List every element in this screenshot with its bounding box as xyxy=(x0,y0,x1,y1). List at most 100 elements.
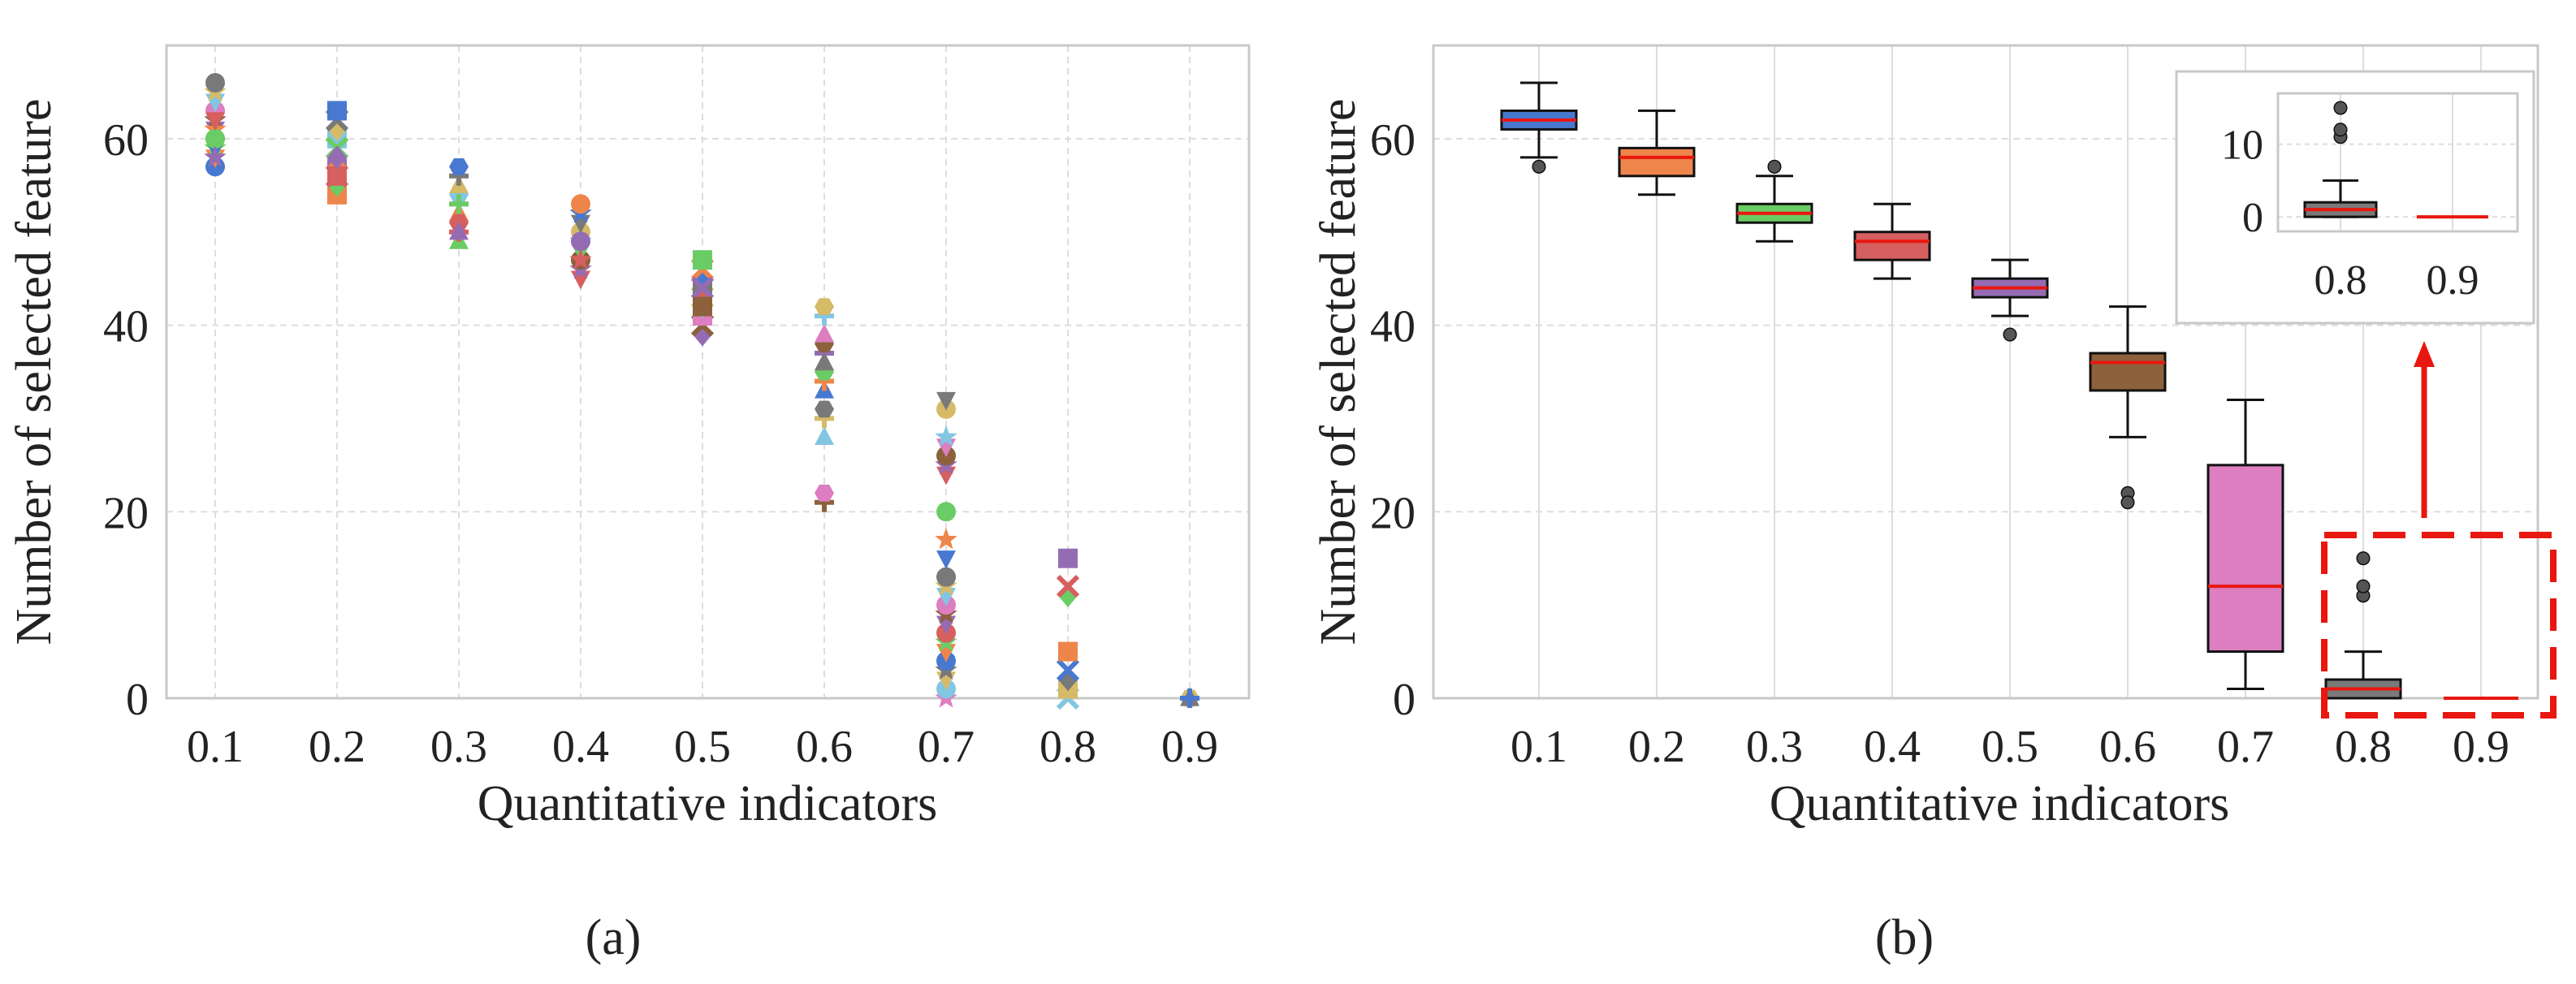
chart-a-point xyxy=(327,145,347,170)
chart-b-x-tick-label: 0.1 xyxy=(1511,722,1567,772)
chart-a-point xyxy=(936,502,956,522)
scatter-panel-a: 0 20 40 60 0.1 0.2 0.3 0.4 0.5 0.6 0.7 0.8 0.9 Quan… xyxy=(6,44,1251,965)
inset-frame xyxy=(2276,92,2519,233)
chart-b-x-tick-label: 0.2 xyxy=(1628,722,1685,772)
chart-a-point xyxy=(815,400,834,418)
inset-x-ticks: 0.8 0.9 xyxy=(2315,257,2479,304)
chart-b-boxes xyxy=(1500,81,2518,700)
zoom-highlight-box xyxy=(2321,532,2557,719)
chart-a-point xyxy=(693,296,712,317)
chart-a-point xyxy=(571,231,590,252)
chart-a-point xyxy=(449,194,469,214)
chart-a-x-tick-label: 0.4 xyxy=(552,722,609,772)
inset-chart: 0 10 0.8 0.9 xyxy=(2175,70,2535,325)
inset-y-ticks: 0 10 xyxy=(2221,123,2263,241)
chart-a-point xyxy=(815,426,834,445)
chart-b-y-ticks: 0 20 40 60 xyxy=(1370,115,1416,725)
chart-a-points xyxy=(204,72,1199,710)
chart-a-point xyxy=(205,112,225,132)
inset-boxes xyxy=(2303,101,2488,219)
chart-a-point xyxy=(1058,641,1078,662)
inset-y-tick-label: 10 xyxy=(2221,123,2263,169)
chart-b-x-tick-label: 0.4 xyxy=(1864,722,1921,772)
inset-x-tick-label: 0.8 xyxy=(2315,257,2367,304)
chart-a-point xyxy=(815,484,834,502)
chart-a-y-tick-label: 0 xyxy=(126,675,149,725)
chart-a-point xyxy=(327,166,347,186)
chart-a-point xyxy=(449,221,469,240)
chart-a-point xyxy=(815,323,834,343)
chart-a-y-tick-label: 60 xyxy=(103,115,149,166)
chart-b-outlier xyxy=(2356,551,2371,566)
chart-a-y-axis-label: Number of selected feature xyxy=(6,98,62,645)
chart-a-point xyxy=(693,250,712,270)
chart-a-point xyxy=(815,352,834,371)
chart-b-frame xyxy=(1432,44,2539,700)
chart-a-point xyxy=(936,567,956,587)
chart-a-point xyxy=(936,550,956,569)
chart-b-x-tick-label: 0.9 xyxy=(2453,722,2509,772)
chart-b-box xyxy=(2206,464,2284,654)
inset-outlier xyxy=(2333,101,2348,115)
chart-a-point xyxy=(204,145,227,167)
inset-outlier xyxy=(2333,123,2348,137)
chart-a-y-ticks: 0 20 40 60 xyxy=(103,115,149,725)
chart-b-x-tick-label: 0.3 xyxy=(1746,722,1803,772)
chart-a-point xyxy=(205,128,225,149)
chart-a-point xyxy=(1056,658,1080,682)
chart-a-y-tick-label: 20 xyxy=(103,488,149,538)
chart-a-point xyxy=(1056,575,1080,598)
chart-a-x-tick-label: 0.8 xyxy=(1039,722,1096,772)
chart-b-outlier xyxy=(2120,495,2135,510)
chart-b-x-tick-label: 0.8 xyxy=(2335,722,2392,772)
chart-a-point xyxy=(1058,548,1078,568)
chart-a-point xyxy=(936,391,956,411)
chart-a-point xyxy=(205,72,225,93)
chart-b-outlier xyxy=(1767,159,1782,174)
chart-a-x-tick-label: 0.3 xyxy=(430,722,487,772)
chart-a-point xyxy=(571,194,590,214)
inset-x-tick-label: 0.9 xyxy=(2427,257,2479,304)
chart-a-point xyxy=(935,528,957,550)
chart-b-caption: (b) xyxy=(1875,910,1934,965)
chart-a-point xyxy=(690,276,715,300)
chart-a-x-ticks: 0.1 0.2 0.3 0.4 0.5 0.6 0.7 0.8 0.9 xyxy=(187,722,1218,772)
chart-a-y-tick-label: 40 xyxy=(103,302,149,352)
chart-a-x-tick-label: 0.9 xyxy=(1161,722,1218,772)
chart-a-point xyxy=(569,248,592,270)
chart-b-outlier xyxy=(2356,579,2371,593)
chart-a-point xyxy=(327,101,347,121)
chart-b-y-tick-label: 40 xyxy=(1370,302,1416,352)
chart-a-caption: (a) xyxy=(586,910,642,965)
chart-b-y-tick-label: 60 xyxy=(1370,115,1416,166)
chart-a-x-tick-label: 0.2 xyxy=(309,722,365,772)
chart-b-outlier xyxy=(1532,159,1546,174)
chart-a-x-tick-label: 0.7 xyxy=(918,722,975,772)
chart-b-outlier xyxy=(2003,327,2017,342)
chart-b-y-tick-label: 20 xyxy=(1370,488,1416,538)
chart-b-x-tick-label: 0.6 xyxy=(2099,722,2156,772)
chart-b-y-tick-label: 0 xyxy=(1393,675,1416,725)
chart-a-point xyxy=(449,158,469,175)
chart-b-x-tick-label: 0.5 xyxy=(1982,722,2038,772)
inset-background xyxy=(2175,70,2535,325)
chart-a-x-tick-label: 0.1 xyxy=(187,722,244,772)
chart-a-frame xyxy=(165,44,1251,700)
chart-b-x-axis-label: Quantitative indicators xyxy=(1770,776,2229,831)
chart-b-box xyxy=(1853,231,1931,261)
chart-a-x-tick-label: 0.6 xyxy=(796,722,853,772)
zoom-arrow-head xyxy=(2414,341,2435,367)
chart-a-x-axis-label: Quantitative indicators xyxy=(478,776,937,831)
chart-b-x-ticks: 0.1 0.2 0.3 0.4 0.5 0.6 0.7 0.8 0.9 xyxy=(1511,722,2509,772)
chart-b-y-axis-label: Number of selected feature xyxy=(1311,98,1366,645)
chart-a-point xyxy=(815,298,834,315)
chart-a-point xyxy=(935,425,957,447)
chart-b-box xyxy=(1618,146,1696,178)
chart-a-x-tick-label: 0.5 xyxy=(674,722,731,772)
chart-a-point xyxy=(1180,688,1199,708)
chart-b-box xyxy=(2089,352,2167,392)
chart-b-x-tick-label: 0.7 xyxy=(2217,722,2274,772)
inset-y-tick-label: 0 xyxy=(2242,195,2263,241)
boxplot-panel-b: 0 20 40 60 0.1 0.2 0.3 0.4 0.5 0.6 0.7 0.8 0.9 0 10 … xyxy=(1311,44,2557,965)
